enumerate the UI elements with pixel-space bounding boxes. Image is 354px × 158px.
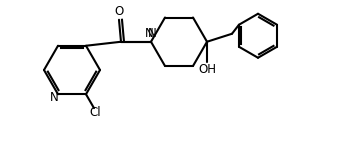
Text: OH: OH (198, 63, 216, 76)
Text: N: N (50, 91, 58, 104)
Text: N: N (145, 27, 153, 40)
Text: Cl: Cl (89, 106, 101, 119)
Text: O: O (114, 5, 124, 18)
Text: N: N (148, 27, 156, 40)
